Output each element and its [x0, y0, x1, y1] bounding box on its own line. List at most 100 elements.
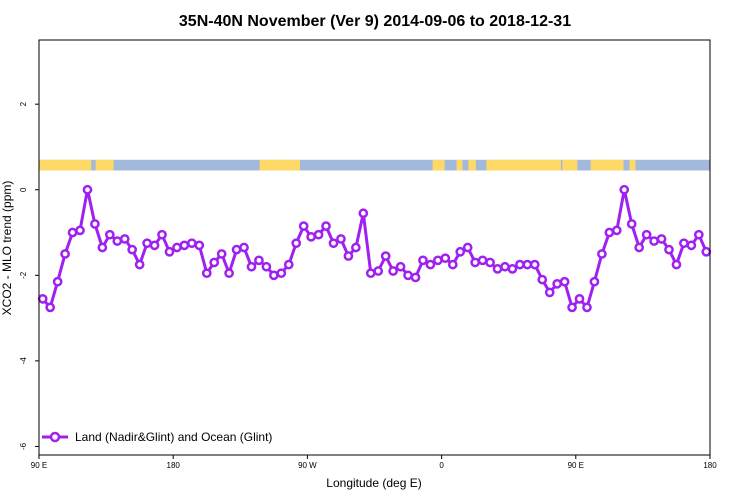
data-point — [37, 293, 48, 304]
data-point — [403, 270, 413, 281]
y-tick-label: -4 — [19, 357, 28, 365]
data-point — [254, 255, 264, 266]
data-point — [90, 219, 100, 229]
data-point — [604, 227, 615, 238]
data-point — [589, 276, 600, 287]
data-point — [582, 302, 592, 313]
data-point — [306, 231, 316, 242]
data-point — [529, 259, 540, 270]
data-point — [559, 276, 570, 287]
data-point — [82, 184, 93, 195]
data-point — [619, 184, 630, 195]
data-point — [127, 244, 138, 255]
surface-strip — [39, 159, 710, 171]
land-segment — [629, 159, 636, 171]
data-point — [433, 255, 443, 266]
data-point — [664, 244, 674, 255]
data-point — [462, 242, 473, 253]
data-point — [216, 249, 227, 259]
data-point — [60, 249, 70, 259]
data-point — [52, 276, 63, 287]
data-point — [693, 229, 704, 240]
legend: Land (Nadir&Glint) and Ocean (Glint) — [42, 430, 272, 444]
data-point — [142, 238, 152, 249]
data-point — [552, 279, 563, 289]
data-point — [67, 227, 78, 238]
data-point — [112, 236, 123, 246]
data-point — [224, 268, 234, 279]
data-point — [209, 257, 220, 268]
data-point — [634, 242, 645, 253]
data-point — [574, 293, 585, 304]
data-point — [388, 266, 398, 276]
data-point — [492, 264, 503, 274]
data-point — [656, 234, 667, 244]
data-point — [231, 244, 242, 255]
data-point — [164, 246, 175, 257]
x-tick-label: 90 E — [568, 461, 584, 470]
data-point — [328, 238, 339, 249]
chart-title: 35N-40N November (Ver 9) 2014-09-06 to 2… — [179, 13, 571, 30]
land-segment — [590, 159, 624, 171]
data-point — [194, 240, 205, 251]
data-point — [522, 259, 533, 270]
data-point — [395, 261, 406, 272]
data-point — [75, 225, 85, 236]
data-point — [45, 302, 56, 313]
land-segment — [456, 159, 463, 171]
x-tick-label: 0 — [439, 461, 444, 470]
data-point — [343, 251, 354, 261]
data-point — [649, 236, 659, 246]
land-segment — [432, 159, 445, 171]
land-segment — [259, 159, 300, 171]
data-point — [351, 242, 361, 253]
land-segment — [95, 159, 114, 171]
data-point — [567, 302, 577, 313]
x-tick-label: 90 W — [298, 461, 317, 470]
data-point — [597, 249, 607, 259]
y-tick-label: 2 — [19, 101, 28, 106]
data-point — [186, 238, 197, 249]
ocean-strip — [39, 159, 710, 171]
data-point — [611, 225, 622, 236]
data-point — [246, 261, 257, 272]
plot-frame — [38, 39, 711, 456]
data-point — [157, 229, 167, 240]
x-axis-label: Longitude (deg E) — [326, 476, 421, 490]
data-point — [365, 268, 376, 279]
data-point — [537, 274, 548, 285]
data-point — [373, 266, 384, 276]
land-segment — [39, 159, 92, 171]
data-point — [261, 261, 272, 272]
data-point — [269, 270, 279, 281]
data-point — [500, 261, 510, 272]
land-segment — [562, 159, 578, 171]
data-point — [336, 234, 346, 244]
data-point — [134, 259, 145, 270]
data-point — [440, 253, 451, 264]
data-point — [119, 234, 130, 244]
data-point — [104, 229, 115, 240]
data-point — [641, 229, 652, 240]
y-tick-label: 0 — [19, 187, 28, 192]
legend-marker-swatch — [49, 431, 61, 443]
data-point — [276, 268, 287, 279]
x-tick-label: 180 — [167, 461, 181, 470]
series-line-group — [41, 188, 708, 309]
data-point — [380, 251, 391, 261]
data-point — [313, 229, 324, 240]
data-point — [418, 255, 428, 266]
data-point — [425, 259, 436, 270]
y-axis-label: XCO2 - MLO trend (ppm) — [0, 181, 14, 316]
data-point — [447, 259, 458, 270]
data-point — [515, 259, 525, 270]
data-point — [298, 221, 309, 231]
data-point — [358, 208, 369, 219]
data-point — [470, 257, 480, 268]
data-point — [686, 240, 697, 251]
data-point — [477, 255, 488, 266]
legend-label: Land (Nadir&Glint) and Ocean (Glint) — [75, 430, 272, 444]
data-point — [679, 238, 689, 249]
data-point — [410, 272, 421, 283]
